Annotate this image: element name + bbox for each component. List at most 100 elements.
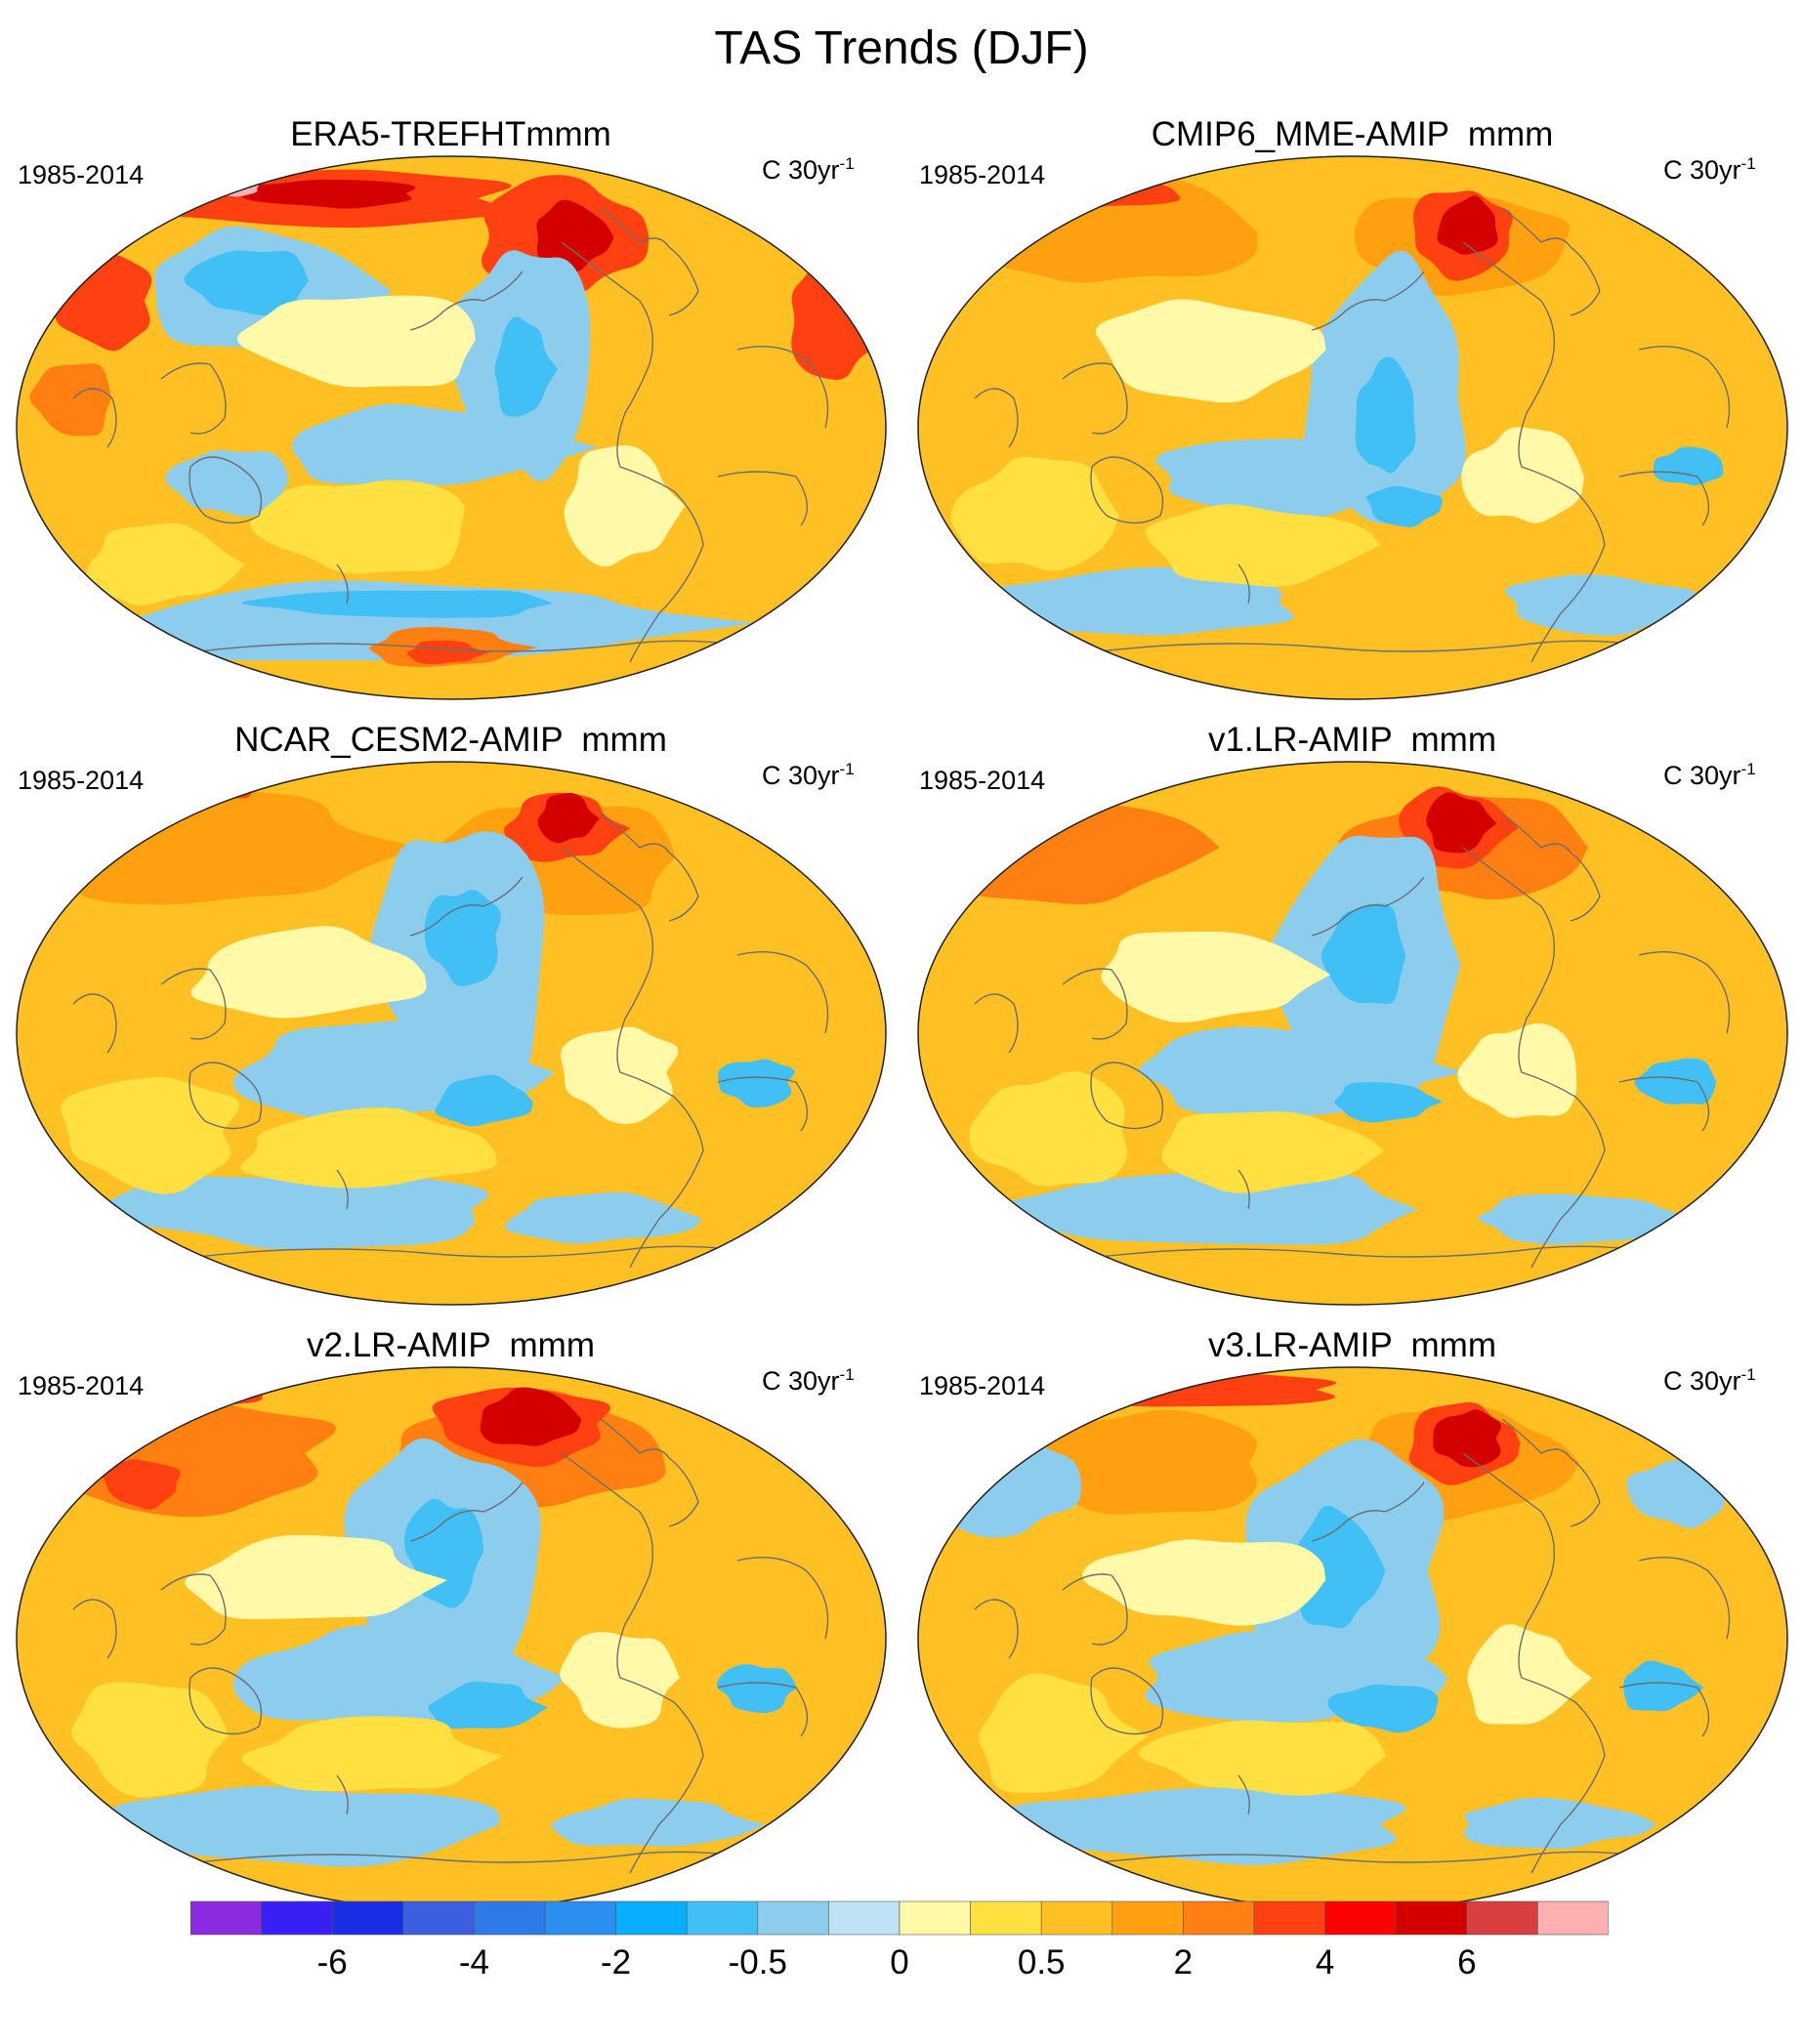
trend-region <box>165 449 289 517</box>
coastline <box>600 1418 699 1527</box>
units-label: C 30yr-1 <box>1663 760 1756 790</box>
colorbar-tick-label: 0 <box>890 1943 909 1981</box>
coastline <box>1638 345 1731 429</box>
colorbar-swatch <box>970 1900 1042 1936</box>
trend-region <box>1334 1082 1444 1123</box>
coastline <box>717 1682 809 1737</box>
coastline <box>736 1556 829 1640</box>
trend-region <box>235 179 416 209</box>
colorbar-tick-label: 2 <box>1173 1943 1194 1981</box>
trend-region <box>1634 1058 1717 1105</box>
coastline <box>974 1599 1019 1659</box>
colorbar-swatch <box>474 1900 546 1936</box>
coastline <box>1062 1573 1128 1646</box>
period-label: 1985-2014 <box>919 160 1046 189</box>
period-label: 1985-2014 <box>919 1371 1046 1400</box>
colorbar-swatch <box>261 1900 333 1936</box>
trend-region <box>241 590 553 618</box>
units-label: C 30yr-1 <box>1663 1365 1756 1396</box>
coastline <box>1062 968 1128 1040</box>
coastline <box>561 241 704 663</box>
trend-region <box>1463 1797 1656 1850</box>
colorbar-swatch <box>828 1900 901 1936</box>
units-label: C 30yr-1 <box>762 760 855 790</box>
world-map-v1 <box>917 761 1788 1306</box>
coastline <box>717 1076 809 1132</box>
map-panel-v3: v3.LR-AMIP mmm 1985-2014 C 30yr-1 <box>902 1326 1803 1932</box>
trend-region <box>107 1786 500 1867</box>
map-panel-era5: ERA5-TREFHTmmm 1985-2014 C 30yr-1 <box>0 115 902 721</box>
trend-region <box>1101 931 1331 1022</box>
trend-region <box>494 316 559 417</box>
coastline <box>1501 813 1601 922</box>
world-map-cesm2 <box>16 761 887 1306</box>
trend-region <box>1653 446 1724 486</box>
coastline <box>1062 362 1128 435</box>
colorbar-tick-label: -4 <box>458 1943 489 1981</box>
coastline <box>72 388 117 448</box>
units-label: C 30yr-1 <box>762 1365 855 1396</box>
coastline <box>1237 1169 1250 1210</box>
map-panel-v2: v2.LR-AMIP mmm 1985-2014 C 30yr-1 <box>0 1326 902 1932</box>
coastline <box>1090 1667 1164 1735</box>
trend-region <box>564 444 686 567</box>
trend-region <box>292 403 598 485</box>
panel-title: v3.LR-AMIP mmm <box>1208 1326 1496 1364</box>
period-label: 1985-2014 <box>919 766 1046 795</box>
colorbar-swatch <box>1324 1900 1397 1936</box>
trend-region <box>1069 779 1134 799</box>
coastline <box>1501 207 1601 316</box>
map-panel-cesm2: NCAR_CESM2-AMIP mmm 1985-2014 C 30yr-1 <box>0 721 902 1326</box>
trend-region <box>241 1716 503 1792</box>
period-label: 1985-2014 <box>18 1371 145 1400</box>
trend-region <box>989 1172 1418 1245</box>
trend-region <box>428 1681 548 1730</box>
trend-region <box>1138 1720 1387 1796</box>
map-field <box>918 1367 1787 1910</box>
coastline <box>189 1851 758 1864</box>
period-label: 1985-2014 <box>18 766 145 795</box>
trend-region <box>1355 356 1416 474</box>
trend-region <box>1478 1193 1700 1245</box>
trend-region <box>480 1387 582 1446</box>
coastline <box>336 1774 349 1815</box>
map-field <box>918 156 1787 699</box>
trend-region <box>537 792 600 844</box>
colorbar-swatch <box>331 1900 404 1936</box>
trend-region <box>236 295 476 388</box>
trend-region <box>29 363 112 437</box>
trend-region <box>717 1059 795 1108</box>
period-label: 1985-2014 <box>18 160 145 189</box>
trend-region <box>250 480 465 574</box>
world-map-v3 <box>917 1366 1788 1911</box>
coastline <box>1638 950 1731 1034</box>
trend-region <box>424 890 501 986</box>
coastline <box>160 968 227 1040</box>
colorbar-swatch <box>1253 1900 1325 1936</box>
trend-region <box>1095 299 1326 403</box>
trend-region <box>1433 1409 1501 1468</box>
coastline <box>1462 847 1606 1269</box>
coastline <box>561 1452 704 1874</box>
trend-region <box>101 1459 181 1510</box>
colorbar-swatch <box>1111 1900 1184 1936</box>
panel-title: NCAR_CESM2-AMIP mmm <box>234 721 667 759</box>
colorbar-tick-label: -2 <box>601 1943 632 1981</box>
coastline <box>1091 640 1659 653</box>
colorbar-swatch <box>899 1900 971 1936</box>
coastline <box>189 640 758 653</box>
coastline <box>1462 1452 1606 1874</box>
panel-title: v1.LR-AMIP mmm <box>1208 721 1496 759</box>
coastline <box>1501 1418 1601 1527</box>
coastline <box>160 362 227 435</box>
colorbar-tick-label: 4 <box>1315 1943 1335 1981</box>
colorbar-swatch <box>1466 1900 1538 1936</box>
coastline <box>1311 271 1425 331</box>
panel-title: v2.LR-AMIP mmm <box>307 1326 595 1364</box>
trend-region <box>1113 1378 1170 1392</box>
trend-region <box>1082 1539 1326 1626</box>
colorbar-swatch <box>615 1900 688 1936</box>
colorbar-swatch <box>686 1900 759 1936</box>
coastline <box>600 207 699 316</box>
colorbar-swatch <box>1395 1900 1468 1936</box>
